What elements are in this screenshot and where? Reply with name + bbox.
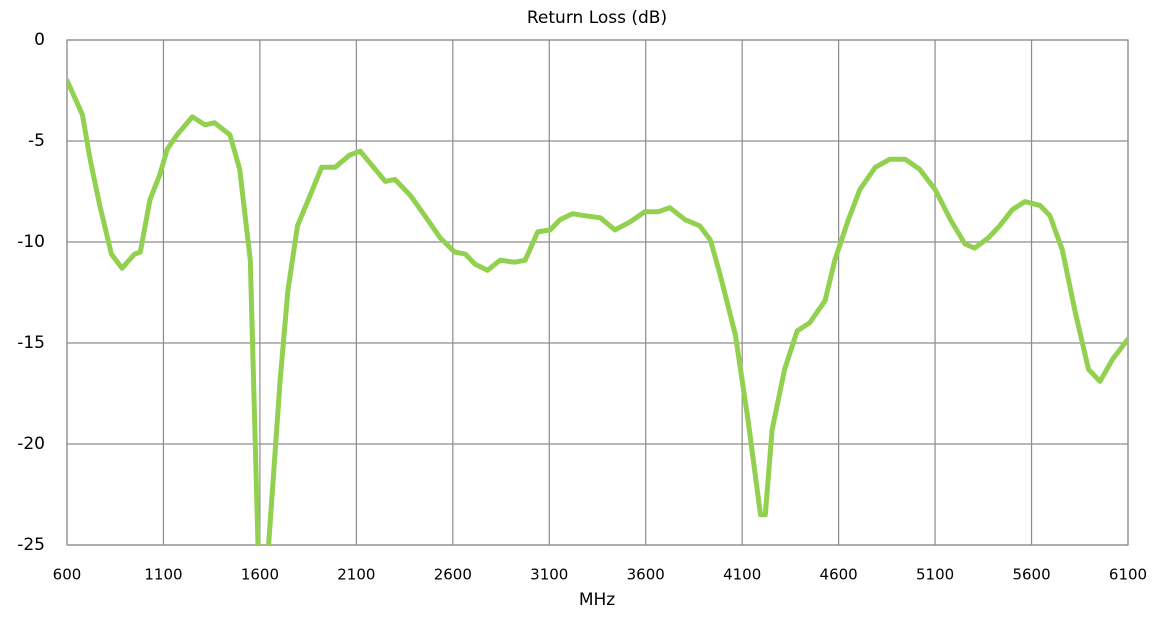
data-line [67, 77, 1128, 545]
y-tick-label: -20 [17, 434, 45, 454]
y-tick-label: -10 [17, 232, 45, 252]
y-tick-label: 0 [34, 30, 45, 50]
x-tick-label: 4100 [723, 566, 761, 584]
x-tick-label: 1100 [144, 566, 182, 584]
x-tick-label: 6100 [1109, 566, 1147, 584]
x-tick-label: 600 [53, 566, 82, 584]
x-tick-label: 3100 [530, 566, 568, 584]
x-tick-label: 2600 [434, 566, 472, 584]
plot-area [66, 39, 1129, 546]
y-tick-label: -25 [17, 535, 45, 555]
x-tick-label: 5600 [1012, 566, 1050, 584]
x-tick-label: 2100 [337, 566, 375, 584]
x-tick-label: 5100 [916, 566, 954, 584]
chart-title: Return Loss (dB) [527, 8, 667, 28]
x-axis-label: MHz [579, 590, 615, 610]
y-tick-label: -5 [28, 131, 45, 151]
y-tick-label: -15 [17, 333, 45, 353]
x-tick-label: 1600 [241, 566, 279, 584]
x-tick-label: 4600 [820, 566, 858, 584]
x-tick-label: 3600 [627, 566, 665, 584]
